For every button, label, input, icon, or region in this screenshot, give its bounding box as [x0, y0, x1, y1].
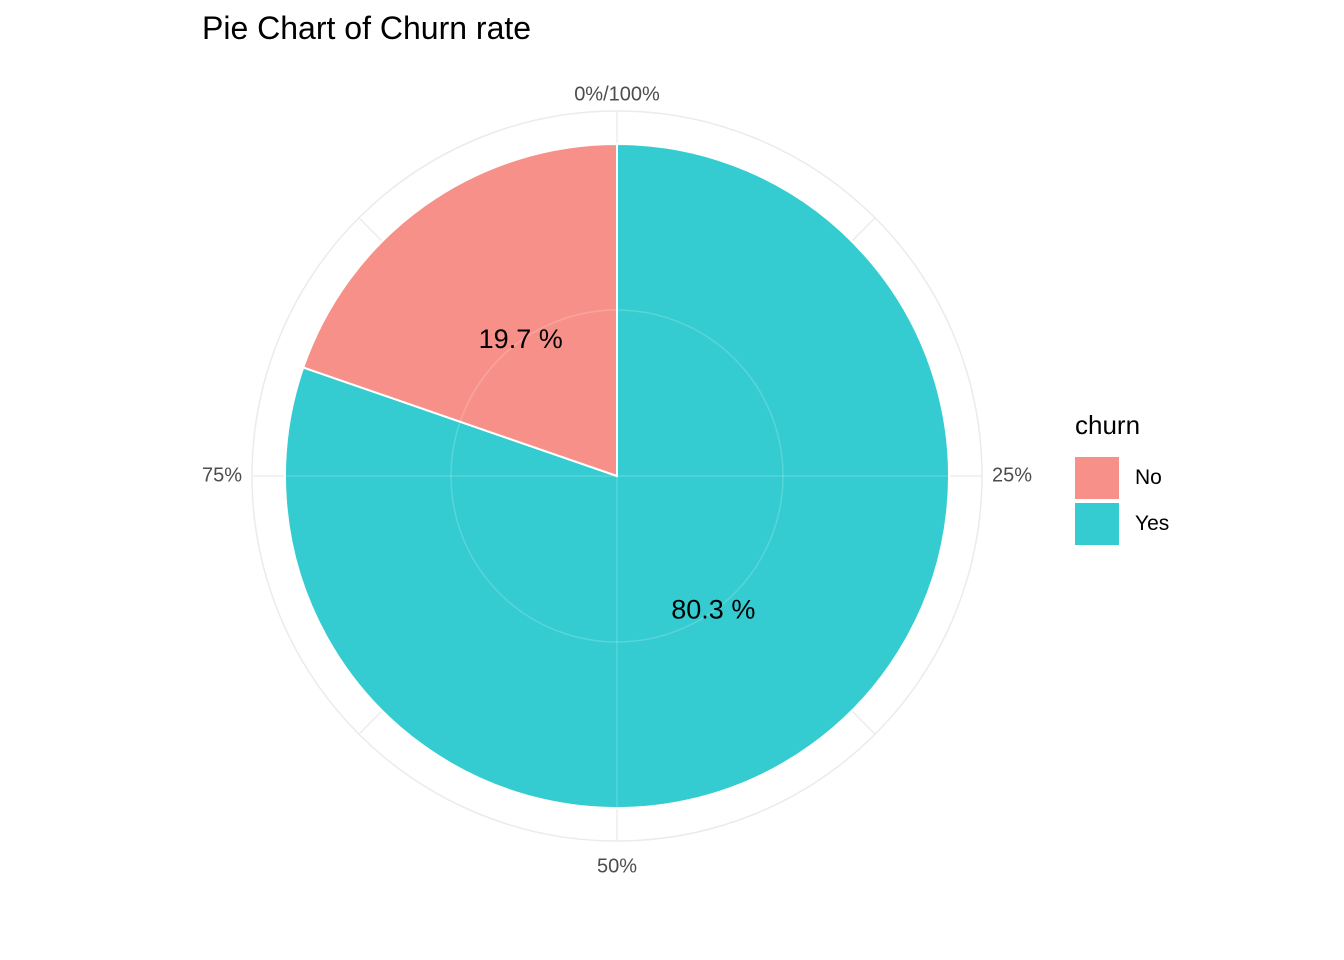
angle-tick-labels: 0%/100% 25% 50% 75%: [202, 83, 1032, 877]
angle-tick-label: 75%: [202, 464, 242, 486]
chart-title: Pie Chart of Churn rate: [202, 10, 532, 46]
slice-labels: 80.3 % 19.7 %: [479, 324, 756, 624]
pie-slice-no: [301, 142, 618, 478]
slice-label-yes: 80.3 %: [671, 594, 755, 624]
grid-overlay: [252, 111, 982, 841]
legend: churn No Yes: [1075, 410, 1169, 547]
angle-tick-label: 50%: [597, 855, 637, 877]
legend-label-yes: Yes: [1135, 512, 1170, 535]
legend-title: churn: [1075, 410, 1141, 440]
legend-key-yes: [1075, 503, 1119, 545]
pie-slices: [284, 142, 950, 809]
slice-label-no: 19.7 %: [479, 324, 563, 354]
legend-label-no: No: [1135, 466, 1162, 489]
legend-item-no: No: [1075, 455, 1169, 501]
legend-key-no: [1075, 457, 1119, 499]
grid-circle-inner: [450, 309, 784, 643]
legend-item-yes: Yes: [1075, 501, 1169, 547]
angle-tick-label: 0%/100%: [574, 83, 660, 105]
angle-tick-label: 25%: [992, 464, 1032, 486]
